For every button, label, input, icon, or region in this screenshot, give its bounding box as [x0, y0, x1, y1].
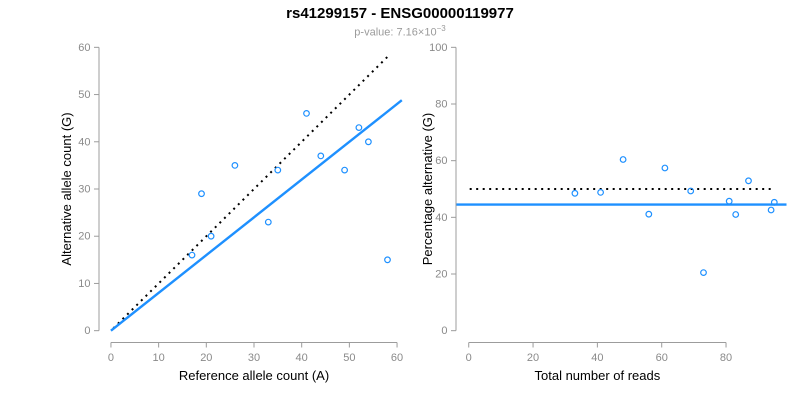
x-tick-label: 40 — [296, 352, 308, 364]
x-tick-label: 40 — [591, 352, 603, 364]
y-tick-label: 10 — [78, 278, 90, 290]
y-tick-label: 20 — [78, 231, 90, 243]
y-tick-label: 40 — [78, 136, 90, 148]
y-tick-label: 100 — [429, 42, 447, 54]
x-axis-title: Reference allele count (A) — [179, 368, 329, 383]
data-point — [198, 190, 205, 198]
figure-title: rs41299157 - ENSG00000119977 — [286, 5, 514, 22]
y-tick-label: 0 — [84, 325, 90, 337]
data-point — [767, 206, 775, 214]
panel-allele-counts: 0 10 20 30 40 50 60 0 10 20 30 40 50 60 Reference alle… — [59, 42, 403, 383]
y-tick-label: 0 — [441, 325, 447, 337]
data-point — [384, 256, 391, 264]
data-point — [700, 269, 707, 277]
y-tick-label: 80 — [435, 99, 447, 111]
x-tick-label: 30 — [248, 352, 260, 364]
regression-line — [110, 99, 403, 332]
y-tick-label: 60 — [435, 155, 447, 167]
y-tick-label: 40 — [435, 212, 447, 224]
x-tick-label: 0 — [466, 352, 472, 364]
x-tick-label: 50 — [343, 352, 355, 364]
data-point — [619, 156, 627, 163]
x-tick-label: 80 — [720, 352, 732, 364]
panel-percentage-alternative: 0 20 40 60 80 0 20 40 60 80 100 Total number of rea… — [420, 42, 787, 383]
data-point — [341, 166, 349, 174]
y-tick-label: 30 — [78, 184, 90, 196]
data-point — [745, 177, 752, 185]
y-axis-title: Alternative allele count (G) — [59, 112, 74, 265]
data-point — [317, 152, 325, 160]
data-point — [770, 198, 778, 206]
x-tick-label: 20 — [200, 352, 212, 364]
data-point — [231, 161, 239, 169]
identity-line — [112, 54, 390, 330]
data-point — [274, 166, 282, 174]
data-point — [303, 109, 310, 117]
data-point — [725, 197, 733, 205]
pvalue-exponent: −3 — [436, 24, 446, 33]
y-tick-label: 20 — [435, 269, 447, 281]
data-point — [645, 210, 653, 218]
data-point — [597, 188, 604, 196]
data-point — [264, 218, 272, 226]
data-point — [365, 138, 372, 146]
data-point — [571, 189, 579, 197]
data-point — [355, 124, 363, 131]
data-point — [687, 187, 695, 195]
y-tick-label: 60 — [78, 42, 90, 54]
data-point — [207, 232, 215, 240]
y-axis-title: Percentage alternative (G) — [420, 113, 435, 265]
data-point — [661, 164, 669, 172]
x-tick-label: 20 — [527, 352, 539, 364]
data-point — [188, 251, 196, 259]
x-tick-label: 0 — [108, 352, 114, 364]
figure-header: rs41299157 - ENSG00000119977 p-value: 7.… — [0, 5, 800, 40]
y-tick-label: 50 — [78, 89, 90, 101]
x-tick-label: 10 — [153, 352, 165, 364]
x-axis-title: Total number of reads — [535, 368, 661, 383]
figure-subtitle: p-value: 7.16×10−3 — [0, 22, 800, 40]
x-tick-label: 60 — [391, 352, 403, 364]
pvalue-text: p-value: 7.16×10 — [354, 26, 437, 39]
data-point — [732, 211, 740, 218]
x-tick-label: 60 — [656, 352, 668, 364]
